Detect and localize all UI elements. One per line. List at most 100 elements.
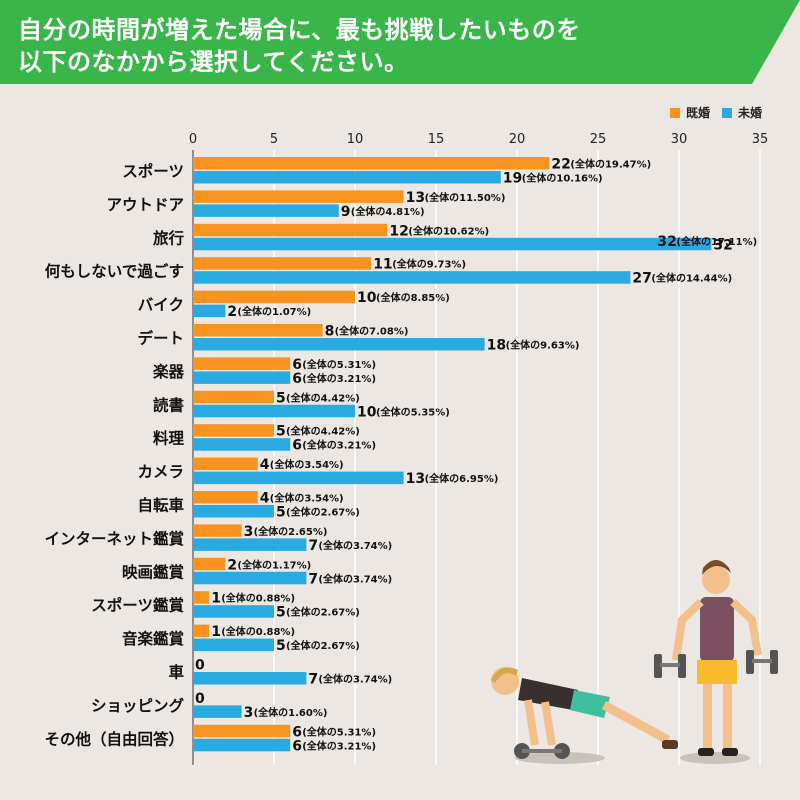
data-value-label: 1 bbox=[211, 591, 221, 607]
x-tick-label: 30 bbox=[671, 132, 688, 147]
data-value-label: 6 bbox=[292, 724, 302, 740]
bar-married bbox=[193, 390, 274, 404]
chart-title-line1: 自分の時間が増えた場合に、最も挑戦したいものを bbox=[18, 16, 581, 44]
dumbbell-shape bbox=[654, 654, 662, 678]
data-value-label: 22 bbox=[551, 157, 570, 173]
category-label: ショッピング bbox=[91, 696, 185, 715]
data-percent-label: (全体の5.31%) bbox=[302, 725, 376, 738]
leg-shape bbox=[723, 684, 732, 750]
title-banner-shape bbox=[0, 0, 800, 84]
data-percent-label: (全体の1.60%) bbox=[254, 706, 328, 719]
data-value-label: 19 bbox=[503, 171, 522, 187]
category-label: 読書 bbox=[153, 395, 184, 414]
bar-unmarried bbox=[193, 505, 274, 518]
x-tick-label: 10 bbox=[347, 132, 364, 147]
shoe-shape bbox=[722, 748, 738, 756]
x-tick-label: 0 bbox=[189, 132, 197, 147]
data-percent-label: (全体の9.73%) bbox=[392, 258, 466, 271]
arm-shape bbox=[541, 701, 556, 746]
leg-shape bbox=[601, 701, 671, 744]
data-percent-label: (全体の4.42%) bbox=[286, 425, 360, 438]
data-value-label: 5 bbox=[276, 390, 286, 406]
data-percent-label: (全体の3.74%) bbox=[318, 572, 392, 585]
bar-married bbox=[193, 190, 404, 203]
data-value-label: 1 bbox=[211, 624, 221, 640]
dumbbell-shape bbox=[522, 749, 562, 753]
dumbbell-shape bbox=[678, 654, 686, 678]
legend-label-married: 既婚 bbox=[685, 106, 710, 120]
data-value-label: 10 bbox=[357, 290, 377, 306]
bar-married bbox=[193, 257, 372, 270]
arm-shape bbox=[672, 599, 704, 661]
data-percent-label: (全体の4.81%) bbox=[351, 205, 425, 218]
bar-unmarried bbox=[193, 171, 501, 184]
bar-married bbox=[193, 157, 550, 170]
title-banner: 自分の時間が増えた場合に、最も挑戦したいものを 以下のなかから選択してください。 bbox=[0, 0, 800, 84]
data-percent-label: (全体の9.63%) bbox=[506, 339, 580, 352]
bar-married bbox=[193, 324, 323, 337]
data-value-label: 6 bbox=[292, 357, 302, 373]
exercise-illustration bbox=[491, 560, 778, 764]
data-value-label: 32 bbox=[657, 234, 676, 250]
category-label: 料理 bbox=[153, 429, 185, 448]
data-value-label: 5 bbox=[276, 638, 286, 654]
shorts-shape bbox=[570, 690, 610, 718]
category-label: 何もしないで過ごす bbox=[45, 262, 184, 281]
bar-married bbox=[193, 724, 291, 738]
bar-unmarried bbox=[193, 471, 404, 485]
category-label: バイク bbox=[138, 296, 184, 314]
data-value-label: 4 bbox=[260, 491, 270, 507]
category-label: 旅行 bbox=[153, 228, 185, 247]
shoe-shape bbox=[698, 748, 714, 756]
bar-married bbox=[193, 223, 388, 237]
category-label: スポーツ bbox=[122, 162, 184, 181]
data-value-label: 0 bbox=[195, 658, 205, 674]
data-percent-label: (全体の10.62%) bbox=[408, 224, 489, 237]
data-value-label: 9 bbox=[341, 204, 351, 220]
data-value-label: 27 bbox=[632, 271, 651, 287]
x-tick-label: 15 bbox=[428, 132, 445, 147]
data-percent-label: (全体の1.17%) bbox=[237, 558, 311, 571]
bar-married bbox=[193, 491, 258, 504]
x-tick-label: 5 bbox=[270, 132, 278, 147]
bar-married bbox=[193, 591, 210, 604]
bar-married bbox=[193, 357, 291, 370]
data-percent-label: (全体の5.35%) bbox=[376, 405, 450, 418]
data-value-label: 5 bbox=[276, 424, 286, 440]
legend-swatch-unmarried bbox=[721, 107, 732, 118]
category-label: 音楽鑑賞 bbox=[122, 629, 185, 648]
category-label: アウトドア bbox=[106, 196, 184, 214]
category-label: スポーツ鑑賞 bbox=[91, 596, 184, 615]
data-value-label: 32 bbox=[713, 237, 732, 253]
data-value-label: 2 bbox=[227, 557, 237, 573]
category-label: デート bbox=[137, 329, 184, 348]
data-value-label: 13 bbox=[406, 471, 425, 487]
category-label: 車 bbox=[168, 663, 184, 682]
bar-unmarried bbox=[193, 605, 274, 618]
data-value-label: 11 bbox=[373, 257, 392, 273]
x-tick-label: 35 bbox=[752, 132, 769, 147]
legend-label-unmarried: 未婚 bbox=[737, 106, 762, 120]
hair-shape bbox=[491, 667, 518, 683]
data-percent-label: (全体の3.74%) bbox=[318, 673, 392, 686]
data-percent-label: (全体の6.95%) bbox=[425, 472, 499, 485]
category-label: 楽器 bbox=[153, 362, 185, 381]
data-percent-label: (全体の3.54%) bbox=[270, 492, 344, 505]
data-value-label: 3 bbox=[244, 524, 254, 540]
bar-married bbox=[193, 424, 274, 437]
data-percent-label: (全体の3.74%) bbox=[318, 539, 392, 552]
torso-shape bbox=[700, 597, 734, 662]
data-percent-label: (全体の1.07%) bbox=[237, 305, 311, 318]
hair-shape bbox=[702, 560, 731, 575]
data-percent-label: (全体の2.67%) bbox=[286, 639, 360, 652]
bar-unmarried bbox=[193, 404, 355, 418]
data-percent-label: (全体の17.11%) bbox=[676, 235, 757, 248]
bar-unmarried bbox=[193, 304, 226, 318]
shorts-shape bbox=[697, 660, 737, 684]
bar-unmarried bbox=[193, 672, 307, 685]
legend-swatch-married bbox=[669, 107, 680, 118]
data-percent-label: (全体の0.88%) bbox=[221, 592, 295, 605]
data-percent-label: (全体の0.88%) bbox=[221, 625, 295, 638]
bar-married bbox=[193, 557, 226, 571]
